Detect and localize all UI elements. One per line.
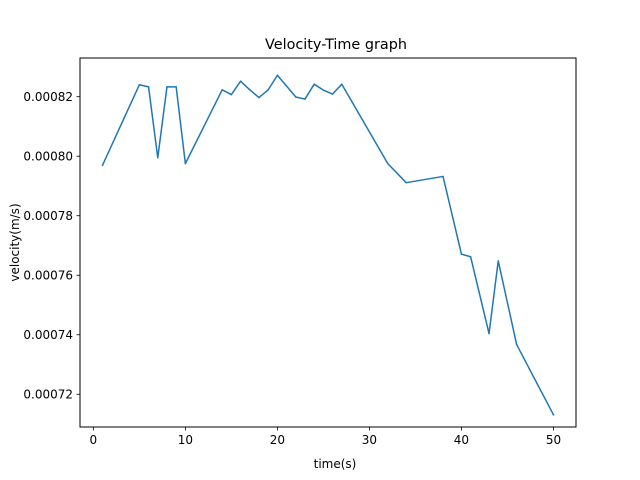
data-point bbox=[515, 343, 518, 346]
y-axis-label: velocity(m/s) bbox=[8, 203, 22, 281]
data-point bbox=[276, 74, 279, 77]
y-tick-label: 0.00082 bbox=[23, 90, 73, 104]
x-tick-label: 40 bbox=[454, 433, 469, 447]
y-axis: 0.00072 0.00074 0.00076 0.00078 0.00080 0.000… bbox=[23, 90, 80, 401]
data-point bbox=[166, 86, 168, 88]
y-tick-label: 0.00074 bbox=[23, 328, 73, 342]
data-point bbox=[442, 175, 444, 178]
data-point bbox=[405, 181, 407, 184]
data-point bbox=[460, 253, 463, 255]
data-point bbox=[469, 256, 472, 258]
data-point bbox=[331, 93, 334, 95]
y-tick-label: 0.00076 bbox=[23, 268, 73, 282]
x-tick-label: 10 bbox=[178, 433, 193, 447]
data-point bbox=[322, 89, 325, 91]
data-point bbox=[184, 162, 187, 165]
data-point bbox=[249, 89, 251, 91]
data-point bbox=[295, 96, 297, 98]
data-point bbox=[175, 86, 177, 88]
data-point bbox=[221, 89, 223, 91]
data-point bbox=[387, 162, 389, 165]
data-point bbox=[552, 414, 555, 416]
x-tick-label: 50 bbox=[546, 433, 561, 447]
data-point bbox=[101, 164, 104, 166]
x-axis: 0 10 20 30 40 50 bbox=[90, 427, 561, 447]
y-tick-label: 0.00080 bbox=[23, 149, 73, 163]
data-point bbox=[267, 89, 269, 91]
x-tick-label: 20 bbox=[270, 433, 285, 447]
x-axis-label: time(s) bbox=[314, 457, 357, 471]
data-point bbox=[488, 332, 490, 335]
data-point bbox=[230, 93, 233, 96]
data-point bbox=[304, 98, 306, 100]
axes-frame bbox=[79, 57, 577, 428]
data-point bbox=[157, 156, 159, 159]
x-tick-label: 0 bbox=[90, 433, 98, 447]
chart-title: Velocity-Time graph bbox=[265, 37, 407, 53]
data-point bbox=[138, 84, 141, 86]
x-tick-label: 30 bbox=[362, 433, 377, 447]
data-point bbox=[497, 260, 499, 262]
data-point bbox=[313, 83, 315, 85]
plot-area bbox=[101, 74, 555, 416]
data-point bbox=[147, 86, 150, 88]
data-point bbox=[239, 80, 242, 82]
y-tick-label: 0.00078 bbox=[23, 209, 73, 223]
data-point bbox=[341, 83, 343, 85]
y-tick-label: 0.00072 bbox=[23, 387, 73, 401]
data-point bbox=[258, 96, 260, 99]
